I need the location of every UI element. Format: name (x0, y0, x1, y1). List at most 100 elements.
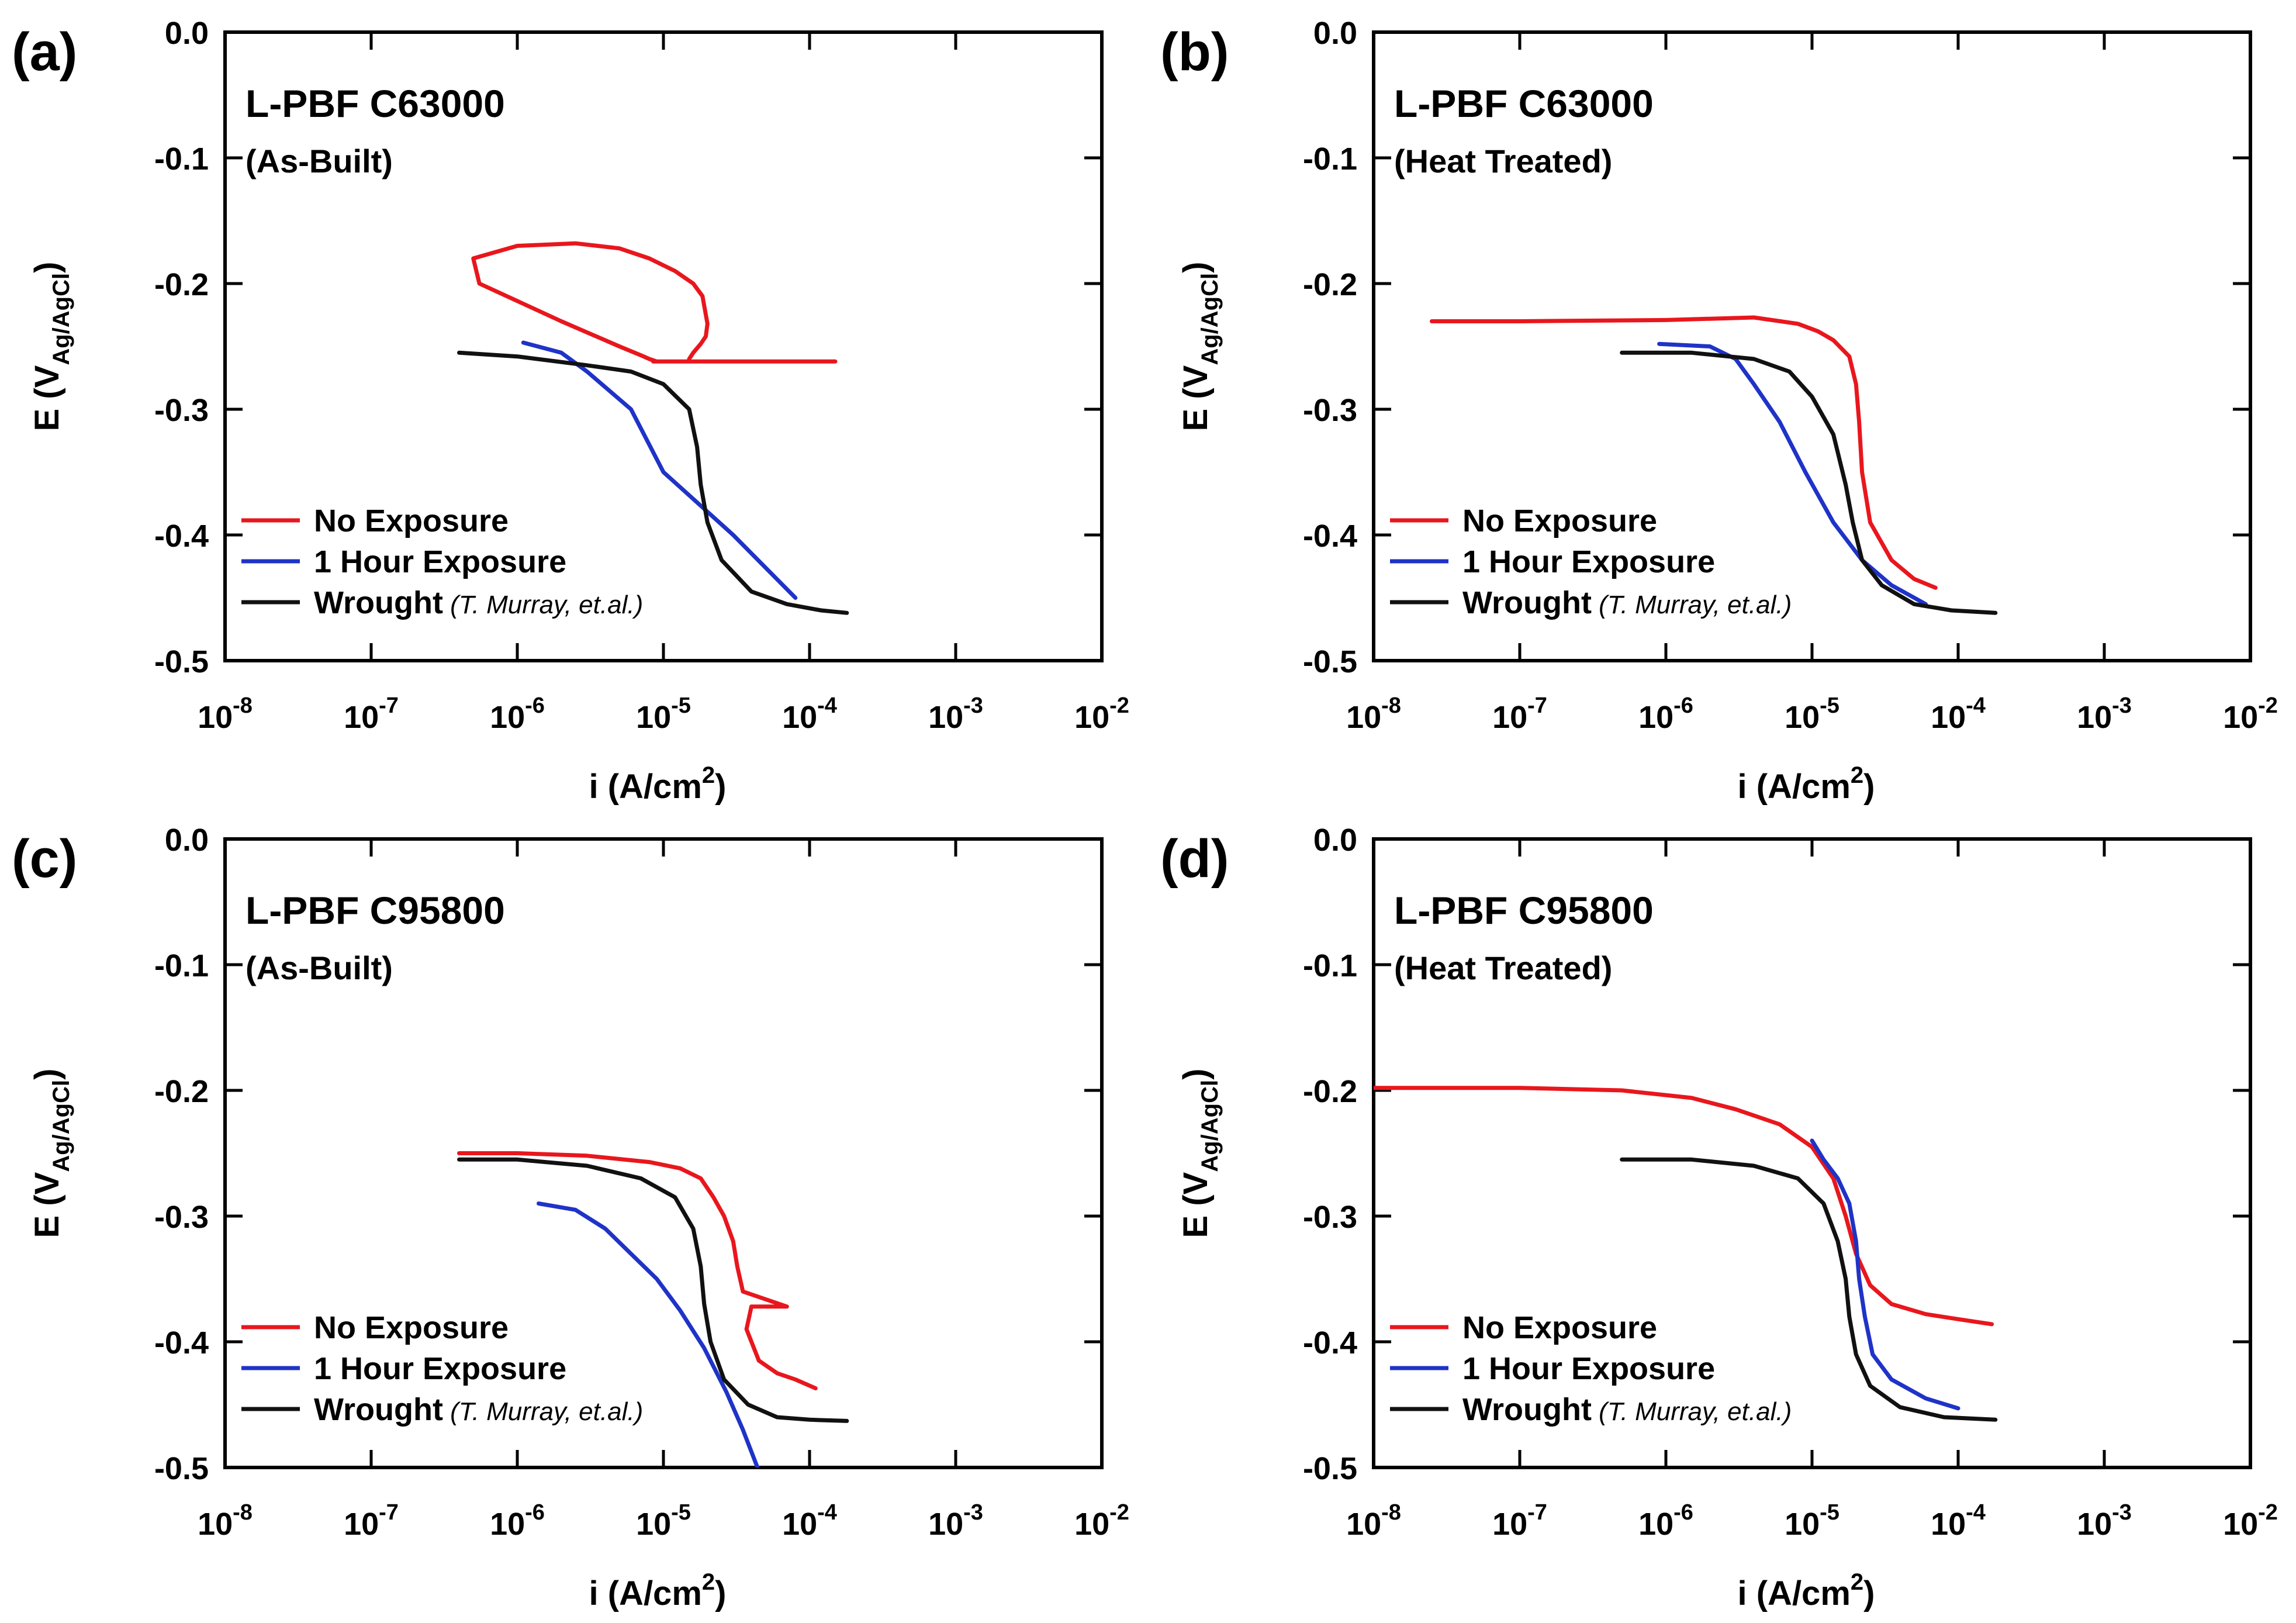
y-tick-label: -0.1 (1303, 141, 1357, 177)
x-tick-label: 10-8 (1346, 693, 1401, 735)
series-layer (457, 1151, 849, 1467)
x-tick-base: 10 (490, 1507, 525, 1542)
x-tick-exponent: -8 (1381, 693, 1401, 718)
x-tick-label: 10-3 (2077, 1500, 2132, 1542)
y-tick-label: -0.2 (154, 1074, 209, 1109)
x-axis-label-end: ) (715, 1574, 726, 1612)
y-axis-label: E (VAg/AgCl) (28, 1069, 74, 1238)
x-tick-base: 10 (1492, 1507, 1527, 1542)
legend-label: Wrought (T. Murray, et.al.) (314, 1392, 643, 1427)
x-tick-label: 10-6 (1638, 693, 1693, 735)
x-tick-base: 10 (2223, 700, 2258, 735)
x-tick-exponent: -2 (2258, 1500, 2278, 1525)
y-axis-label: E (VAg/AgCl) (28, 262, 74, 431)
x-tick-base: 10 (1346, 1507, 1381, 1542)
series-line-1-hour-exposure (537, 1201, 760, 1467)
x-tick-exponent: -8 (1381, 1500, 1401, 1525)
series-line-wrought (457, 1157, 849, 1423)
legend-label-note: (T. Murray, et.al.) (1592, 1397, 1792, 1426)
series-line-wrought (1620, 350, 1998, 615)
x-tick-base: 10 (1931, 700, 1966, 735)
series-line-no-exposure (457, 1151, 818, 1391)
x-tick-label: 10-7 (344, 693, 399, 735)
x-tick-exponent: -2 (2258, 693, 2278, 718)
series-line-wrought (1620, 1157, 1998, 1422)
x-tick-exponent: -7 (379, 1500, 399, 1525)
x-tick-exponent: -4 (817, 693, 837, 718)
series-line-no-exposure (1374, 1086, 1994, 1327)
x-axis-label: i (A/cm2) (1738, 1569, 1875, 1612)
y-tick-label: -0.1 (154, 948, 209, 983)
y-tick-label: -0.1 (1303, 948, 1357, 983)
y-axis-label-sub: Ag/AgCl (49, 1080, 74, 1172)
y-tick-label: -0.2 (1303, 1074, 1357, 1109)
y-tick-label: 0.0 (1313, 16, 1357, 51)
x-axis-label: i (A/cm2) (589, 762, 727, 806)
legend: No Exposure 1 Hour Exposure Wrought (T. Mu… (241, 503, 643, 620)
x-tick-exponent: -5 (671, 1500, 691, 1525)
x-tick-exponent: -6 (525, 693, 545, 718)
x-tick-exponent: -4 (1966, 1500, 1986, 1525)
x-tick-base: 10 (1785, 700, 1820, 735)
y-axis-label-end: ) (28, 1069, 66, 1080)
y-axis-label-text: E (V (28, 1172, 66, 1238)
chart-subtitle: (Heat Treated) (1394, 949, 1612, 986)
x-tick-label: 10-2 (1074, 1500, 1129, 1542)
chart-subtitle: (As-Built) (245, 143, 393, 179)
legend-label: 1 Hour Exposure (1462, 1351, 1715, 1386)
panel-c: (c) 0.0-0.1-0.2-0.3-0.4-0.510-8 10-7 10-6 10… (12, 823, 1129, 1612)
x-tick-base: 10 (1931, 1507, 1966, 1542)
x-axis-label-text: i (A/cm (1738, 768, 1851, 806)
x-tick-exponent: -5 (671, 693, 691, 718)
y-tick-label: -0.3 (1303, 393, 1357, 428)
panel-label: (c) (12, 829, 77, 889)
y-axis-label-sub: Ag/AgCl (49, 273, 74, 365)
x-tick-label: 10-5 (636, 1500, 691, 1542)
x-axis-label-sup: 2 (702, 762, 715, 788)
panel-b: (b) 0.0-0.1-0.2-0.3-0.4-0.510-8 10-7 10-6 10… (1160, 16, 2278, 806)
legend-label: 1 Hour Exposure (1462, 544, 1715, 579)
x-tick-base: 10 (782, 1507, 817, 1542)
series-line-wrought (457, 350, 849, 615)
y-tick-label: -0.1 (154, 141, 209, 177)
x-tick-exponent: -8 (233, 693, 253, 718)
x-tick-base: 10 (1346, 700, 1381, 735)
y-tick-label: 0.0 (1313, 823, 1357, 858)
y-tick-label: 0.0 (165, 823, 209, 858)
x-axis-label-text: i (A/cm (589, 1574, 702, 1612)
legend-label: 1 Hour Exposure (314, 1351, 566, 1386)
y-tick-label: -0.2 (1303, 267, 1357, 302)
x-tick-exponent: -4 (1966, 693, 1986, 718)
legend-label-text: 1 Hour Exposure (314, 544, 566, 579)
x-tick-base: 10 (928, 700, 963, 735)
y-tick-label: -0.4 (154, 1325, 209, 1360)
legend: No Exposure 1 Hour Exposure Wrought (T. Mu… (1390, 503, 1792, 620)
legend-label-text: No Exposure (314, 1310, 509, 1345)
x-tick-label: 10-3 (928, 1500, 983, 1542)
panel-label: (d) (1160, 829, 1229, 889)
x-tick-base: 10 (636, 1507, 671, 1542)
x-tick-base: 10 (198, 700, 233, 735)
x-tick-exponent: -7 (1527, 1500, 1547, 1525)
x-tick-exponent: -6 (1673, 693, 1693, 718)
x-tick-base: 10 (928, 1507, 963, 1542)
x-tick-label: 10-2 (1074, 693, 1129, 735)
y-axis-label-text: E (V (1177, 1172, 1215, 1238)
y-tick-label: 0.0 (165, 16, 209, 51)
series-line-1-hour-exposure (521, 340, 798, 600)
legend-label-text: No Exposure (314, 503, 509, 538)
x-tick-exponent: -3 (963, 1500, 983, 1525)
x-tick-label: 10-6 (490, 1500, 545, 1542)
x-tick-base: 10 (2077, 700, 2112, 735)
x-tick-exponent: -7 (1527, 693, 1547, 718)
legend-label: 1 Hour Exposure (314, 544, 566, 579)
x-tick-base: 10 (1492, 700, 1527, 735)
x-tick-base: 10 (1638, 700, 1673, 735)
legend-label-text: 1 Hour Exposure (1462, 544, 1715, 579)
x-tick-label: 10-2 (2223, 1500, 2278, 1542)
series-line-1-hour-exposure (1810, 1138, 1960, 1411)
series-layer (457, 241, 849, 615)
x-tick-label: 10-5 (1785, 693, 1839, 735)
y-tick-label: -0.3 (1303, 1200, 1357, 1235)
x-tick-base: 10 (782, 700, 817, 735)
